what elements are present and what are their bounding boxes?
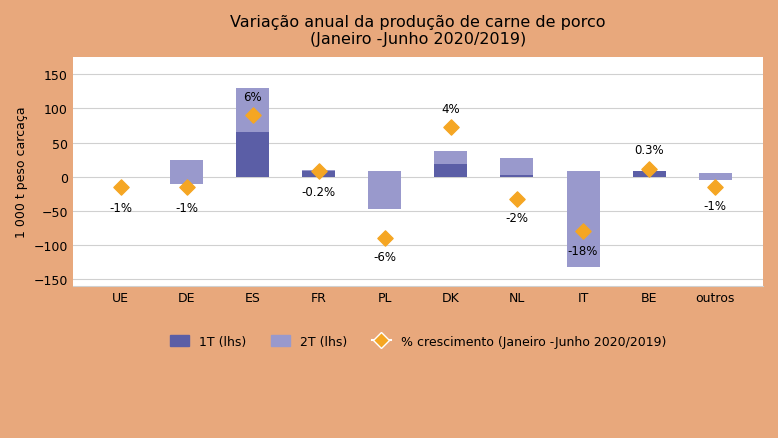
Text: -6%: -6% bbox=[373, 251, 396, 264]
Text: -1%: -1% bbox=[703, 200, 727, 213]
Title: Variação anual da produção de carne de porco
(Janeiro -Junho 2020/2019): Variação anual da produção de carne de p… bbox=[230, 15, 605, 47]
Bar bbox=[170, 160, 203, 177]
Bar bbox=[500, 158, 534, 175]
% crescimento (Janeiro -Junho 2020/2019) bbox=[180, 184, 193, 191]
Text: -2%: -2% bbox=[506, 212, 528, 224]
Y-axis label: 1 000 t peso carcaça: 1 000 t peso carcaça bbox=[15, 106, 28, 238]
% crescimento (Janeiro -Junho 2020/2019) bbox=[379, 235, 391, 242]
Text: 0.3%: 0.3% bbox=[634, 144, 664, 157]
% crescimento (Janeiro -Junho 2020/2019) bbox=[114, 184, 127, 191]
Bar bbox=[566, 172, 600, 267]
Bar bbox=[566, 172, 600, 177]
Text: -1%: -1% bbox=[109, 201, 132, 214]
Bar bbox=[237, 89, 269, 133]
Bar bbox=[170, 160, 203, 184]
Text: -1%: -1% bbox=[175, 201, 198, 214]
Bar bbox=[434, 165, 468, 177]
Bar bbox=[699, 174, 731, 181]
Bar bbox=[368, 172, 401, 177]
Text: 6%: 6% bbox=[244, 91, 262, 104]
% crescimento (Janeiro -Junho 2020/2019) bbox=[510, 196, 523, 203]
Bar bbox=[368, 172, 401, 209]
% crescimento (Janeiro -Junho 2020/2019) bbox=[313, 168, 325, 175]
Bar bbox=[434, 152, 468, 165]
Text: -18%: -18% bbox=[568, 244, 598, 257]
Legend: 1T (lhs), 2T (lhs), % crescimento (Janeiro -Junho 2020/2019): 1T (lhs), 2T (lhs), % crescimento (Janei… bbox=[165, 330, 671, 353]
Bar bbox=[500, 158, 534, 177]
Text: 4%: 4% bbox=[442, 102, 461, 115]
% crescimento (Janeiro -Junho 2020/2019) bbox=[445, 124, 457, 131]
% crescimento (Janeiro -Junho 2020/2019) bbox=[247, 113, 259, 120]
% crescimento (Janeiro -Junho 2020/2019) bbox=[709, 184, 721, 191]
% crescimento (Janeiro -Junho 2020/2019) bbox=[576, 228, 589, 235]
Bar bbox=[633, 172, 665, 177]
Bar bbox=[303, 170, 335, 172]
Bar bbox=[699, 174, 731, 177]
% crescimento (Janeiro -Junho 2020/2019) bbox=[643, 166, 655, 173]
Text: -0.2%: -0.2% bbox=[302, 186, 336, 198]
Bar bbox=[303, 172, 335, 177]
Bar bbox=[237, 133, 269, 177]
